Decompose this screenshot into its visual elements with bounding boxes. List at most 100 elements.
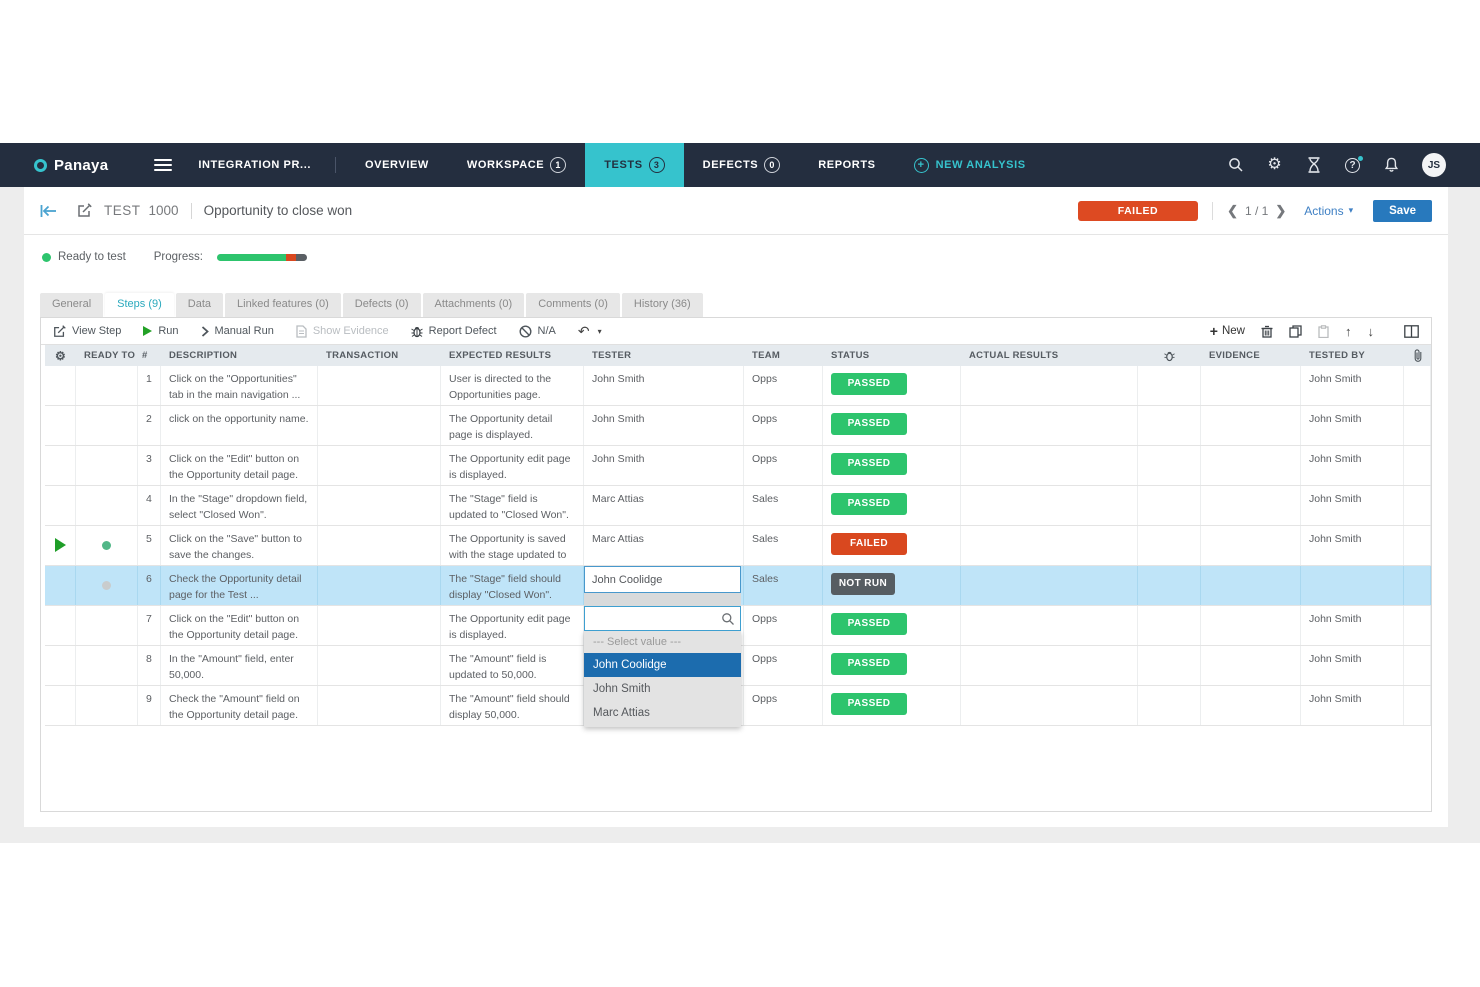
tab-steps[interactable]: Steps (9): [105, 293, 174, 317]
step-description[interactable]: In the "Amount" field, enter 50,000.: [161, 646, 318, 685]
step-description[interactable]: Check the "Amount" field on the Opportun…: [161, 686, 318, 725]
tab-data[interactable]: Data: [175, 293, 224, 317]
col-actual-results[interactable]: ACTUAL RESULTS: [969, 350, 1059, 361]
new-analysis-button[interactable]: + NEW ANALYSIS: [895, 143, 1045, 187]
table-settings-gear-icon[interactable]: ⚙: [54, 348, 67, 363]
tab-linked-features[interactable]: Linked features (0): [225, 293, 341, 317]
col-evidence[interactable]: EVIDENCE: [1209, 350, 1260, 361]
step-tester[interactable]: John Smith: [584, 366, 744, 405]
step-expected[interactable]: The "Stage" field should display "Closed…: [441, 566, 584, 605]
step-tester[interactable]: [584, 606, 744, 645]
tab-general[interactable]: General: [40, 293, 104, 317]
search-icon[interactable]: [1227, 157, 1244, 174]
step-description[interactable]: Click on the "Edit" button on the Opport…: [161, 606, 318, 645]
tab-defects[interactable]: Defects (0): [342, 293, 421, 317]
user-avatar[interactable]: JS: [1422, 153, 1446, 177]
status-badge[interactable]: PASSED: [831, 493, 907, 515]
table-row[interactable]: 1 Click on the "Opportunities" tab in th…: [45, 366, 1431, 406]
edit-icon[interactable]: [77, 203, 92, 218]
step-tester[interactable]: [584, 686, 744, 725]
running-step-play-icon[interactable]: [54, 538, 66, 552]
table-row[interactable]: 3 Click on the "Edit" button on the Oppo…: [45, 446, 1431, 486]
status-badge[interactable]: PASSED: [831, 413, 907, 435]
nav-item-reports[interactable]: REPORTS: [818, 159, 876, 171]
show-evidence-button[interactable]: Show Evidence: [296, 324, 389, 338]
step-tester[interactable]: [584, 646, 744, 685]
tester-option[interactable]: Marc Attias: [593, 707, 650, 719]
back-icon[interactable]: [40, 204, 57, 218]
col-description[interactable]: DESCRIPTION: [169, 350, 238, 361]
step-tester[interactable]: John Smith: [584, 406, 744, 445]
nav-item-overview[interactable]: OVERVIEW: [365, 159, 429, 171]
save-button[interactable]: Save: [1373, 199, 1432, 222]
tester-option[interactable]: John Smith: [593, 683, 651, 695]
copy-icon[interactable]: [1289, 324, 1302, 338]
step-expected[interactable]: The "Stage" field is updated to "Closed …: [441, 486, 584, 525]
columns-icon[interactable]: [1404, 324, 1419, 338]
step-expected[interactable]: The Opportunity is saved with the stage …: [441, 526, 584, 565]
status-badge[interactable]: PASSED: [831, 613, 907, 635]
tester-search-box[interactable]: [584, 606, 741, 631]
status-badge[interactable]: PASSED: [831, 693, 907, 715]
col-tested-by[interactable]: TESTED BY: [1309, 350, 1366, 361]
nav-item-defects[interactable]: DEFECTS 0: [684, 143, 800, 187]
col-attachment-paperclip-icon[interactable]: [1404, 349, 1431, 362]
move-up-icon[interactable]: ↑: [1345, 323, 1352, 339]
tester-search-input[interactable]: [585, 607, 741, 630]
status-badge[interactable]: PASSED: [831, 653, 907, 675]
step-expected[interactable]: The Opportunity edit page is displayed.: [441, 606, 584, 645]
bell-icon[interactable]: [1383, 157, 1400, 174]
nav-item-tests[interactable]: TESTS 3: [585, 143, 684, 187]
report-defect-button[interactable]: Report Defect: [410, 325, 497, 338]
project-selector[interactable]: INTEGRATION PR...: [198, 159, 312, 171]
status-badge[interactable]: NOT RUN: [831, 573, 895, 595]
menu-icon[interactable]: [154, 156, 173, 174]
step-description[interactable]: Click on the "Opportunities" tab in the …: [161, 366, 318, 405]
col-ready-to[interactable]: READY TO: [84, 350, 136, 361]
help-icon[interactable]: ?: [1344, 155, 1363, 174]
step-expected[interactable]: The "Amount" field should display 50,000…: [441, 686, 584, 725]
tester-option-selected[interactable]: John Coolidge: [584, 653, 741, 677]
step-description[interactable]: Click on the "Save" button to save the c…: [161, 526, 318, 565]
tab-comments[interactable]: Comments (0): [526, 293, 620, 317]
prev-page-chevron[interactable]: ❮: [1227, 202, 1238, 218]
next-page-chevron[interactable]: ❯: [1275, 202, 1287, 218]
new-step-button[interactable]: + New: [1209, 323, 1245, 339]
step-expected[interactable]: The Opportunity edit page is displayed.: [441, 446, 584, 485]
run-button[interactable]: Run: [143, 325, 179, 337]
col-expected-results[interactable]: EXPECTED RESULTS: [449, 350, 552, 361]
step-tester[interactable]: Marc Attias: [584, 526, 744, 565]
status-badge[interactable]: PASSED: [831, 373, 907, 395]
view-step-button[interactable]: View Step: [53, 324, 121, 338]
col-transaction[interactable]: TRANSACTION: [326, 350, 399, 361]
step-expected[interactable]: The Opportunity detail page is displayed…: [441, 406, 584, 445]
col-defect-bug-icon[interactable]: [1138, 350, 1201, 362]
actions-dropdown[interactable]: Actions ▾: [1304, 203, 1354, 218]
step-expected[interactable]: User is directed to the Opportunities pa…: [441, 366, 584, 405]
delete-icon[interactable]: [1261, 325, 1273, 338]
tab-history[interactable]: History (36): [621, 293, 703, 317]
step-description[interactable]: In the "Stage" dropdown field, select "C…: [161, 486, 318, 525]
table-row[interactable]: 5 Click on the "Save" button to save the…: [45, 526, 1431, 566]
col-num[interactable]: #: [142, 350, 148, 361]
step-description[interactable]: Check the Opportunity detail page for th…: [161, 566, 318, 605]
step-expected[interactable]: The "Amount" field is updated to 50,000.: [441, 646, 584, 685]
table-row[interactable]: 2 click on the opportunity name. The Opp…: [45, 406, 1431, 446]
status-badge[interactable]: FAILED: [831, 533, 907, 555]
table-row[interactable]: 4 In the "Stage" dropdown field, select …: [45, 486, 1431, 526]
settings-gear-icon[interactable]: ⚙: [1267, 156, 1282, 173]
tester-value-input[interactable]: [584, 566, 741, 593]
step-description[interactable]: Click on the "Edit" button on the Opport…: [161, 446, 318, 485]
brand-logo[interactable]: Panaya: [0, 157, 126, 174]
status-badge[interactable]: PASSED: [831, 453, 907, 475]
paste-icon[interactable]: [1318, 324, 1329, 338]
move-down-icon[interactable]: ↓: [1367, 323, 1375, 339]
undo-button[interactable]: ↶ ▾: [578, 323, 602, 340]
step-description[interactable]: click on the opportunity name.: [161, 406, 318, 445]
col-team[interactable]: TEAM: [752, 350, 781, 361]
tab-attachments[interactable]: Attachments (0): [422, 293, 525, 317]
na-button[interactable]: N/A: [519, 324, 556, 338]
manual-run-button[interactable]: Manual Run: [201, 325, 274, 337]
step-tester[interactable]: Marc Attias: [584, 486, 744, 525]
step-tester[interactable]: John Smith: [584, 446, 744, 485]
